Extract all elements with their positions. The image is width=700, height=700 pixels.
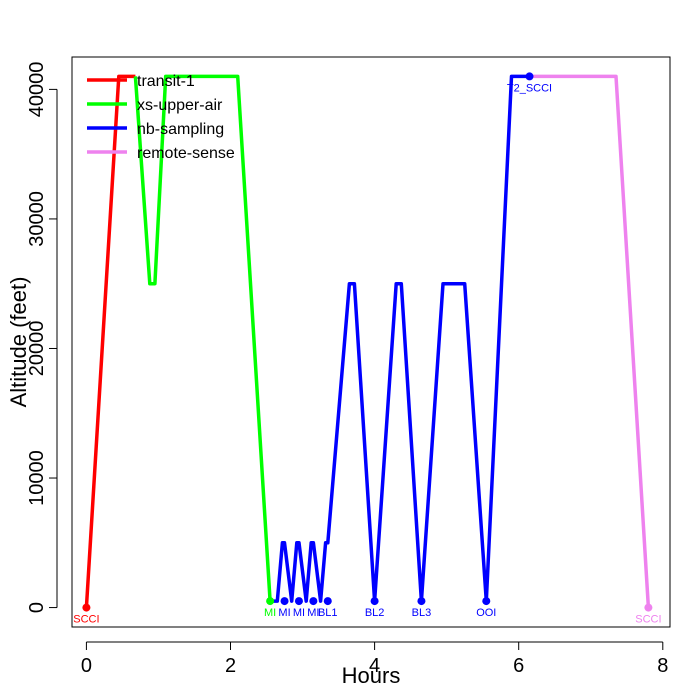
waypoint-marker bbox=[309, 597, 318, 606]
y-tick-label: 10000 bbox=[26, 450, 48, 506]
x-tick-label: 6 bbox=[513, 655, 524, 677]
x-axis-title: Hours bbox=[342, 663, 401, 688]
waypoint-marker bbox=[644, 603, 653, 612]
waypoint-marker bbox=[266, 597, 275, 606]
waypoint-label: MI bbox=[264, 607, 276, 619]
x-tick-label: 0 bbox=[81, 655, 92, 677]
waypoint-marker bbox=[294, 597, 303, 606]
x-tick-label: 4 bbox=[369, 655, 380, 677]
waypoint-label: MI bbox=[293, 607, 305, 619]
waypoint-label: SCCI bbox=[73, 614, 99, 626]
waypoint-marker bbox=[525, 72, 534, 81]
waypoint-marker bbox=[482, 597, 491, 606]
x-tick-label: 2 bbox=[225, 655, 236, 677]
waypoint-marker bbox=[370, 597, 379, 606]
series-line-remote-sense bbox=[529, 74, 651, 608]
waypoint-label: BL3 bbox=[412, 607, 432, 619]
legend-label: transit-1 bbox=[137, 73, 195, 90]
waypoint-label: MI bbox=[278, 607, 290, 619]
waypoint-label: T2_SCCI bbox=[507, 82, 552, 94]
waypoint-marker bbox=[323, 597, 332, 606]
waypoint-label: BL1 bbox=[318, 607, 338, 619]
y-tick-label: 30000 bbox=[26, 191, 48, 247]
legend-label: nb-sampling bbox=[137, 121, 224, 138]
y-axis: 0 10000 20000 30000 40000 bbox=[26, 62, 58, 613]
waypoint-marker bbox=[82, 603, 91, 612]
x-tick-label: 8 bbox=[657, 655, 668, 677]
series-layer bbox=[84, 74, 651, 608]
legend-label: xs-upper-air bbox=[137, 97, 223, 114]
series-line-nb-sampling bbox=[270, 74, 530, 603]
plot-frame bbox=[71, 56, 671, 628]
waypoint-marker bbox=[280, 597, 289, 606]
series-line-transit-1 bbox=[84, 74, 136, 608]
waypoint-label: OOI bbox=[476, 607, 496, 619]
x-axis: 0 2 4 6 8 bbox=[81, 641, 668, 677]
waypoint-label: MI bbox=[307, 607, 319, 619]
y-tick-label: 40000 bbox=[26, 62, 48, 118]
legend: transit-1 xs-upper-air nb-sampling remote-s… bbox=[87, 73, 235, 162]
waypoint-label: BL2 bbox=[365, 607, 385, 619]
waypoint-label: SCCI bbox=[635, 614, 661, 626]
y-axis-title: Altitude (feet) bbox=[6, 277, 31, 408]
y-tick-label: 20000 bbox=[26, 321, 48, 377]
series-line-xs-upper-air bbox=[133, 74, 272, 602]
legend-label: remote-sense bbox=[137, 145, 235, 162]
y-tick-label: 0 bbox=[26, 602, 48, 613]
waypoint-marker bbox=[417, 597, 426, 606]
